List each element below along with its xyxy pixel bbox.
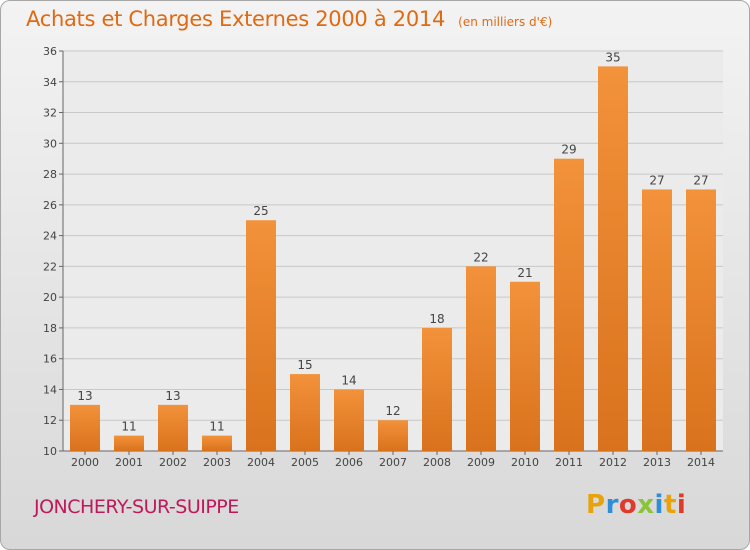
x-tick-label: 2014 [687,456,715,469]
data-label-2008: 18 [429,312,444,326]
proxiti-logo: Proxiti [586,490,686,520]
y-tick-label: 22 [43,260,57,273]
data-label-2011: 29 [561,143,576,157]
data-label-2014: 27 [693,173,708,187]
chart-title: Achats et Charges Externes 2000 à 2014 [26,7,446,31]
data-label-2005: 15 [297,358,312,372]
logo-letter: o [618,490,638,520]
logo-letter: P [586,490,606,520]
bar-2011 [554,158,584,451]
chart-unit: (en milliers d'€) [458,15,553,29]
logo-letter: x [637,490,655,520]
logo-letter: r [605,490,619,520]
data-label-2013: 27 [649,173,664,187]
x-tick-label: 2013 [643,456,671,469]
bar-2002 [158,404,188,451]
data-label-2010: 21 [517,266,532,280]
y-tick-label: 14 [43,383,57,396]
logo-letter: t [663,490,677,520]
y-tick-label: 16 [43,353,57,366]
bar-2010 [510,281,540,451]
bar-2007 [378,420,408,451]
bar-2009 [466,266,496,451]
data-label-2012: 35 [605,50,620,64]
title-row: Achats et Charges Externes 2000 à 2014 (… [26,7,552,31]
logo-letter: i [676,490,687,520]
x-tick-label: 2005 [291,456,319,469]
bar-2006 [334,389,364,451]
label-layer: 13 11 13 11 25 15 14 12 18 22 21 29 35 27 27 [77,50,708,433]
bar-2013 [642,189,672,451]
bar-2004 [246,220,276,451]
bar-2003 [202,435,232,451]
data-label-2003: 11 [209,420,224,434]
y-tick-label: 26 [43,199,57,212]
y-tick-label: 24 [43,230,57,243]
x-tick-label: 2008 [423,456,451,469]
y-tick-label: 18 [43,322,57,335]
commune-name: JONCHERY-SUR-SUIPPE [34,496,239,518]
y-tick-label: 20 [43,291,57,304]
bar-2000 [70,404,100,451]
x-tick-label: 2007 [379,456,407,469]
x-tick-label: 2010 [511,456,539,469]
bar-2008 [422,327,452,451]
y-tick-label: 28 [43,168,57,181]
data-label-2006: 14 [341,373,356,387]
x-tick-label: 2000 [71,456,99,469]
data-label-2000: 13 [77,389,92,403]
data-label-2001: 11 [121,420,136,434]
x-tick-label: 2001 [115,456,143,469]
logo-letter: i [654,490,664,520]
y-tick-label: 36 [43,45,57,58]
data-label-2009: 22 [473,250,488,264]
bar-2001 [114,435,144,451]
x-tick-label: 2009 [467,456,495,469]
data-label-2004: 25 [253,204,268,218]
bar-layer [70,66,716,451]
x-tick-label: 2002 [159,456,187,469]
data-label-2007: 12 [385,404,400,418]
x-tick-label: 2004 [247,456,275,469]
y-tick-label: 30 [43,137,57,150]
bar-2012 [598,66,628,451]
bar-2014 [686,189,716,451]
data-label-2002: 13 [165,389,180,403]
x-tick-label: 2003 [203,456,231,469]
y-tick-label: 12 [43,414,57,427]
bar-2005 [290,374,320,451]
y-tick-label: 34 [43,76,57,89]
x-tick-label: 2012 [599,456,627,469]
y-tick-label: 10 [43,445,57,458]
y-tick-label: 32 [43,107,57,120]
x-tick-label: 2011 [555,456,583,469]
x-tick-label: 2006 [335,456,363,469]
